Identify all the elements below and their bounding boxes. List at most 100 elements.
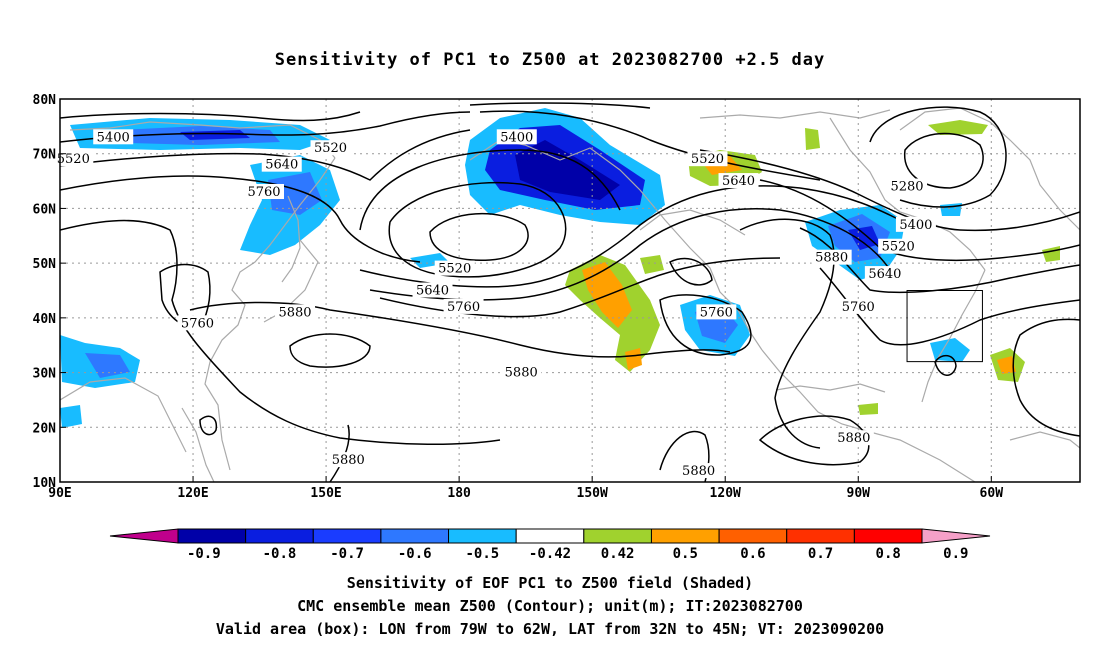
contour-label: 5640 bbox=[412, 282, 453, 299]
colorbar-swatch bbox=[380, 528, 450, 544]
contour-label: 5880 bbox=[833, 430, 874, 446]
colorbar-tick-label: 0.7 bbox=[808, 546, 833, 562]
contour-label-bg bbox=[261, 156, 302, 172]
lon-tick-label: 90E bbox=[48, 486, 71, 501]
valid-area-box bbox=[906, 290, 983, 363]
colorbar: -0.9 -0.8 -0.7 -0.6 -0.5 -0.42 0.42 0.5 0.6 0.7 0.… bbox=[109, 528, 991, 562]
contour-label-bg bbox=[244, 184, 284, 200]
contour-label-text: 5520 bbox=[438, 262, 471, 277]
colorbar-high-extend bbox=[921, 528, 991, 544]
contour-5880-mid bbox=[189, 301, 731, 358]
lon-tick-label: 150E bbox=[310, 486, 341, 501]
contour-5760-lobe bbox=[669, 257, 713, 286]
contour-5520-ring bbox=[429, 212, 529, 261]
plot-title: Sensitivity of PC1 to Z500 at 2023082700… bbox=[274, 50, 826, 70]
contour-label-bg bbox=[864, 266, 905, 282]
contour-5880-atl-south bbox=[1012, 318, 1080, 437]
lon-tick-label: 180 bbox=[447, 486, 471, 501]
colorbar-swatch bbox=[718, 528, 788, 544]
contour-label-bg bbox=[887, 178, 928, 194]
contour-label-bg bbox=[833, 430, 874, 446]
colorbar-tick-label: 0.42 bbox=[601, 546, 635, 562]
colorbar-tick-label: -0.8 bbox=[263, 546, 297, 562]
contour-label-text: 5640 bbox=[722, 174, 755, 189]
contour-label-bg bbox=[310, 140, 351, 156]
contour-label-bg bbox=[434, 260, 475, 276]
contour-label-bg bbox=[412, 282, 453, 298]
contour-label: 5880 bbox=[275, 304, 316, 320]
colorbar-swatch bbox=[245, 528, 314, 544]
plot-frame bbox=[59, 98, 1081, 483]
lon-tick-label: 120E bbox=[177, 486, 208, 501]
contour-label-text: 5760 bbox=[447, 300, 480, 315]
contour-label: 5400 bbox=[496, 129, 537, 145]
contour-5280 bbox=[904, 132, 984, 189]
contour-label-text: 5520 bbox=[691, 152, 724, 167]
colorbar-tick-label: -0.6 bbox=[398, 546, 432, 562]
contour-label-text: 5400 bbox=[97, 130, 130, 145]
colorbar-tick-label: 0.6 bbox=[740, 546, 765, 562]
contour-label: 5280 bbox=[887, 178, 928, 195]
colorbar-swatch bbox=[853, 528, 923, 544]
contour-label: 5520 bbox=[687, 151, 728, 167]
lat-tick-label: 10N bbox=[33, 476, 57, 491]
contour-label: 5520 bbox=[878, 238, 919, 255]
contour-label-text: 5640 bbox=[265, 158, 298, 173]
contour-5880-namerica bbox=[739, 218, 835, 449]
contour-5880-south bbox=[329, 424, 350, 482]
contour-label-bg bbox=[496, 129, 537, 145]
contour-label-bg bbox=[696, 304, 737, 320]
sensitivity-map: 5400552055205640576057605880588054005520… bbox=[33, 93, 1081, 562]
coastlines bbox=[60, 107, 1080, 482]
contour-label: 5760 bbox=[244, 184, 284, 200]
contour-label-bg bbox=[93, 129, 134, 145]
lon-tick-label: 120W bbox=[710, 486, 741, 501]
contour-label: 5880 bbox=[328, 452, 369, 468]
contour-label-bg bbox=[53, 151, 94, 167]
contour-label-text: 5880 bbox=[837, 431, 870, 446]
contour-5760-box-west bbox=[659, 294, 752, 356]
contour-label-bg bbox=[501, 364, 542, 380]
lon-tick-label: 60W bbox=[980, 486, 1004, 501]
contour-label-text: 5640 bbox=[416, 284, 449, 299]
colorbar-swatch bbox=[583, 528, 652, 544]
contour-5760-west bbox=[60, 175, 421, 263]
contour-label: 5400 bbox=[93, 129, 134, 145]
colorbar-swatch bbox=[177, 528, 247, 544]
contour-label-bg bbox=[687, 151, 728, 167]
contour-label-bg bbox=[838, 298, 879, 314]
contour-label-text: 5520 bbox=[314, 141, 347, 156]
contour-labels: 5400552055205640576057605880588054005520… bbox=[53, 129, 936, 479]
contour-label-text: 5400 bbox=[500, 130, 533, 145]
contour-label: 5760 bbox=[443, 298, 484, 315]
contour-label-text: 5400 bbox=[899, 218, 932, 233]
contour-small-ring bbox=[934, 354, 957, 376]
contour-label-text: 5520 bbox=[882, 240, 915, 255]
contour-label-bg bbox=[328, 452, 369, 468]
colorbar-tick-label: -0.42 bbox=[529, 546, 571, 562]
z500-contours bbox=[60, 102, 1080, 482]
contour-label-text: 5640 bbox=[868, 267, 901, 282]
colorbar-low-extend bbox=[109, 528, 179, 544]
contour-label: 5640 bbox=[864, 266, 905, 282]
colorbar-swatch bbox=[650, 528, 720, 544]
contour-5760-asia bbox=[159, 263, 211, 329]
colorbar-tick-label: -0.7 bbox=[330, 546, 364, 562]
caption-line-1: Sensitivity of EOF PC1 to Z500 field (Sh… bbox=[346, 574, 754, 592]
caption-line-2: CMC ensemble mean Z500 (Contour); unit(m… bbox=[297, 597, 803, 615]
contour-label-text: 5760 bbox=[700, 305, 733, 320]
contour-label: 5640 bbox=[261, 156, 302, 173]
longitude-axis: 90E 120E 150E 180 150W 120W 90W 60W bbox=[48, 476, 1003, 501]
contour-label: 5760 bbox=[838, 298, 879, 315]
contour-label: 5880 bbox=[678, 463, 719, 479]
contour-label: 5640 bbox=[718, 173, 759, 189]
lat-tick-label: 50N bbox=[33, 257, 57, 272]
latitude-axis: 80N 70N 60N 50N 40N 30N 20N 10N bbox=[33, 93, 66, 491]
contour-label-text: 5880 bbox=[332, 453, 365, 468]
contour-label-text: 5880 bbox=[682, 464, 715, 479]
caption-line-3: Valid area (box): LON from 79W to 62W, L… bbox=[215, 620, 885, 638]
contour-label-bg bbox=[443, 298, 484, 314]
contour-label-text: 5760 bbox=[181, 316, 214, 331]
contour-label: 5400 bbox=[895, 216, 936, 233]
contour-5880-west bbox=[60, 219, 501, 446]
